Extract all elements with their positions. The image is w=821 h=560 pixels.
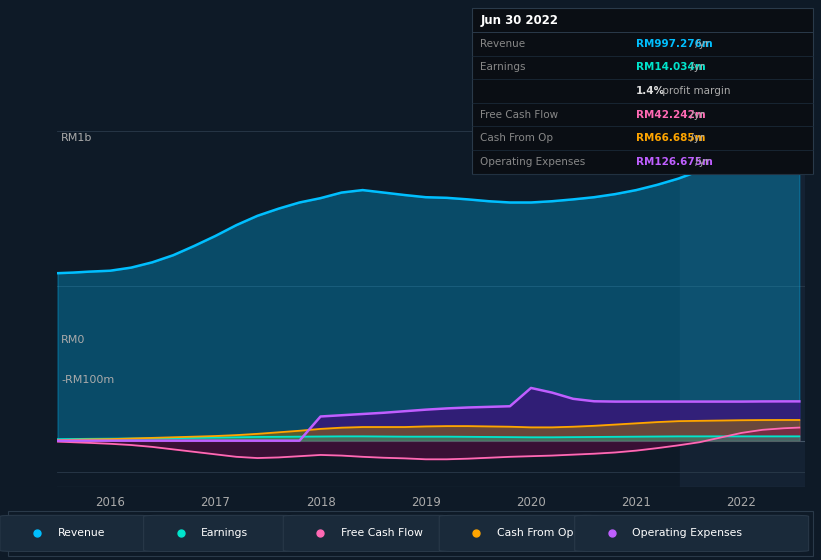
Text: Operating Expenses: Operating Expenses bbox=[632, 529, 742, 538]
Text: /yr: /yr bbox=[686, 133, 704, 143]
FancyBboxPatch shape bbox=[575, 515, 809, 552]
Text: RM66.685m: RM66.685m bbox=[636, 133, 706, 143]
FancyBboxPatch shape bbox=[439, 515, 599, 552]
Text: RM1b: RM1b bbox=[62, 133, 93, 143]
FancyBboxPatch shape bbox=[0, 515, 152, 552]
Text: Earnings: Earnings bbox=[201, 529, 248, 538]
Text: Operating Expenses: Operating Expenses bbox=[480, 157, 585, 167]
Text: Free Cash Flow: Free Cash Flow bbox=[341, 529, 423, 538]
Text: RM126.675m: RM126.675m bbox=[636, 157, 713, 167]
Text: RM14.034m: RM14.034m bbox=[636, 62, 706, 72]
Text: /yr: /yr bbox=[692, 39, 709, 49]
Text: /yr: /yr bbox=[686, 62, 704, 72]
Text: Jun 30 2022: Jun 30 2022 bbox=[480, 13, 558, 27]
Text: RM997.276m: RM997.276m bbox=[636, 39, 713, 49]
FancyBboxPatch shape bbox=[283, 515, 452, 552]
Text: Cash From Op: Cash From Op bbox=[480, 133, 553, 143]
Text: Free Cash Flow: Free Cash Flow bbox=[480, 110, 558, 120]
Text: Cash From Op: Cash From Op bbox=[497, 529, 573, 538]
Text: 1.4%: 1.4% bbox=[636, 86, 665, 96]
FancyBboxPatch shape bbox=[144, 515, 296, 552]
Bar bbox=[681, 84, 805, 487]
Text: Earnings: Earnings bbox=[480, 62, 525, 72]
Text: Revenue: Revenue bbox=[480, 39, 525, 49]
Text: Revenue: Revenue bbox=[57, 529, 105, 538]
Text: profit margin: profit margin bbox=[658, 86, 730, 96]
Text: /yr: /yr bbox=[692, 157, 709, 167]
FancyBboxPatch shape bbox=[8, 511, 813, 556]
Text: RM42.242m: RM42.242m bbox=[636, 110, 706, 120]
Text: /yr: /yr bbox=[686, 110, 704, 120]
Text: RM0: RM0 bbox=[62, 335, 85, 345]
Text: -RM100m: -RM100m bbox=[62, 375, 114, 385]
